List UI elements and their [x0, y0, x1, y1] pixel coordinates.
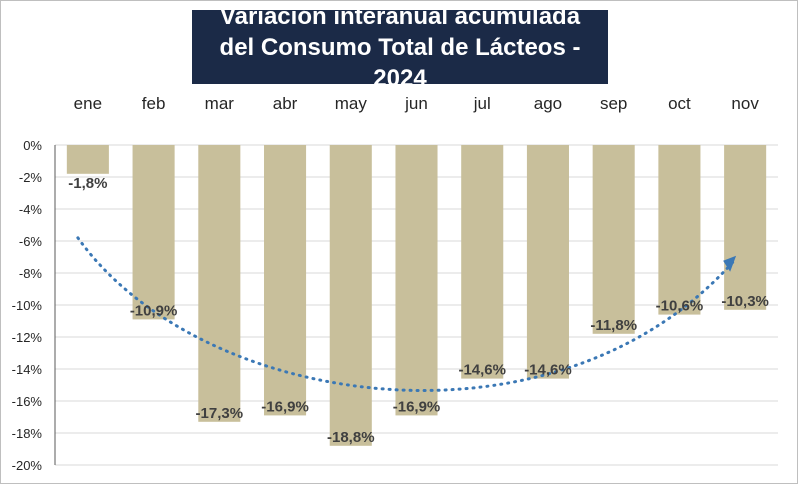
- category-label: ene: [74, 94, 102, 113]
- bar-jun: [395, 145, 438, 416]
- data-label: -10,3%: [721, 293, 769, 310]
- bars-group: [66, 145, 767, 446]
- data-label: -18,8%: [327, 429, 375, 446]
- data-label: -17,3%: [196, 405, 244, 422]
- y-tick-label: -8%: [19, 266, 43, 281]
- chart-title-line-2: del Consumo Total de Lácteos - 2024: [219, 33, 581, 92]
- data-label: -10,6%: [656, 298, 704, 315]
- bar-abr: [264, 145, 307, 416]
- y-tick-label: -20%: [12, 458, 43, 473]
- bar-nov: [724, 145, 767, 310]
- category-label: may: [335, 94, 368, 113]
- data-label: -10,9%: [130, 302, 178, 319]
- data-label: -14,6%: [458, 362, 506, 379]
- chart-title-line-1: Variación interanual acumulada: [219, 2, 581, 30]
- category-label: feb: [142, 94, 166, 113]
- data-label: -11,8%: [590, 317, 637, 334]
- chart-title: Variación interanual acumulada del Consu…: [192, 3, 608, 92]
- y-tick-label: -16%: [12, 394, 43, 409]
- bar-mar: [198, 145, 241, 422]
- category-label: sep: [600, 94, 627, 113]
- y-tick-label: -12%: [12, 330, 43, 345]
- bar-ene: [66, 145, 109, 174]
- y-tick-label: -18%: [12, 426, 43, 441]
- category-label: oct: [668, 94, 691, 113]
- y-tick-label: -4%: [19, 202, 43, 217]
- y-tick-label: 0%: [23, 138, 42, 153]
- y-tick-label: -6%: [19, 234, 43, 249]
- data-label: -14,6%: [524, 362, 572, 379]
- data-label: -16,9%: [393, 398, 441, 415]
- category-label: abr: [273, 94, 298, 113]
- trend-curve: [76, 236, 735, 392]
- y-tick-label: -2%: [19, 170, 43, 185]
- category-label: ago: [534, 94, 562, 113]
- category-label: jul: [473, 94, 491, 113]
- y-tick-label: -14%: [12, 362, 43, 377]
- trend-arrowhead: [723, 255, 737, 272]
- category-label: nov: [731, 94, 759, 113]
- bar-sep: [592, 145, 635, 334]
- bar-jul: [461, 145, 504, 379]
- bar-may: [329, 145, 372, 446]
- category-label: mar: [205, 94, 235, 113]
- bar-feb: [132, 145, 175, 320]
- data-label: -16,9%: [261, 398, 309, 415]
- bar-oct: [658, 145, 701, 315]
- bar-ago: [526, 145, 569, 379]
- y-tick-label: -10%: [12, 298, 43, 313]
- data-label: -1,8%: [68, 175, 107, 192]
- category-label: jun: [404, 94, 428, 113]
